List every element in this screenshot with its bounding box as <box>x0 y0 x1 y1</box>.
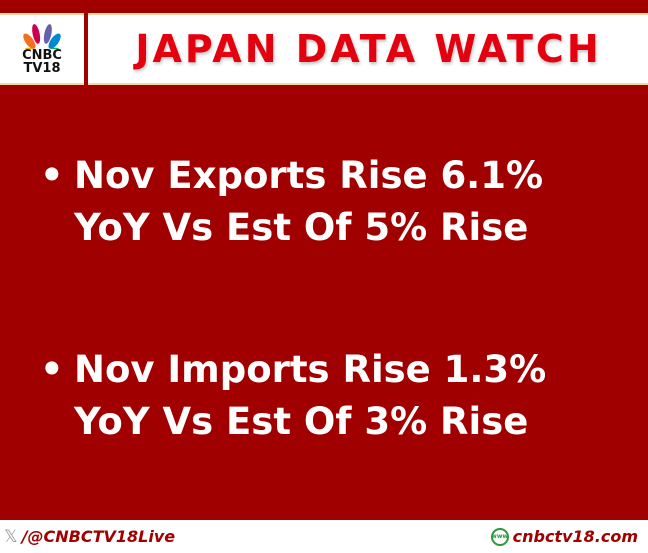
bullet-line: YoY Vs Est Of 5% Rise <box>74 206 529 249</box>
footer: 𝕏/@CNBCTV18Live www cnbctv18.com <box>0 520 648 553</box>
peacock-icon <box>23 24 61 49</box>
bullet-line: YoY Vs Est Of 3% Rise <box>74 400 529 443</box>
bullet-line: Nov Exports Rise 6.1% <box>74 154 544 197</box>
bullet-line: Nov Imports Rise 1.3% <box>74 348 547 391</box>
social-handle[interactable]: 𝕏/@CNBCTV18Live <box>4 527 175 547</box>
bullet-list: • Nov Exports Rise 6.1% YoY Vs Est Of 5% … <box>40 150 620 538</box>
website-text: cnbctv18.com <box>512 527 638 546</box>
logo-text-cnbc: CNBC <box>22 48 62 63</box>
bullet-exports: • Nov Exports Rise 6.1% YoY Vs Est Of 5% … <box>40 150 620 254</box>
cnbc-tv18-logo: CNBC TV18 <box>0 15 84 83</box>
page-title: JAPAN DATA WATCH <box>135 27 602 71</box>
bullet-dot: • <box>40 154 64 197</box>
globe-icon: www <box>490 527 509 546</box>
divider <box>84 13 88 85</box>
header: CNBC TV18 JAPAN DATA WATCH <box>0 13 648 85</box>
top-band <box>0 0 648 13</box>
x-icon: 𝕏 <box>4 526 18 547</box>
bullet-dot: • <box>40 348 64 391</box>
website-link[interactable]: www cnbctv18.com <box>490 527 638 546</box>
handle-text: /@CNBCTV18Live <box>21 527 176 546</box>
logo-text-tv18: TV18 <box>23 61 61 76</box>
bullet-imports: • Nov Imports Rise 1.3% YoY Vs Est Of 3% … <box>40 344 620 448</box>
